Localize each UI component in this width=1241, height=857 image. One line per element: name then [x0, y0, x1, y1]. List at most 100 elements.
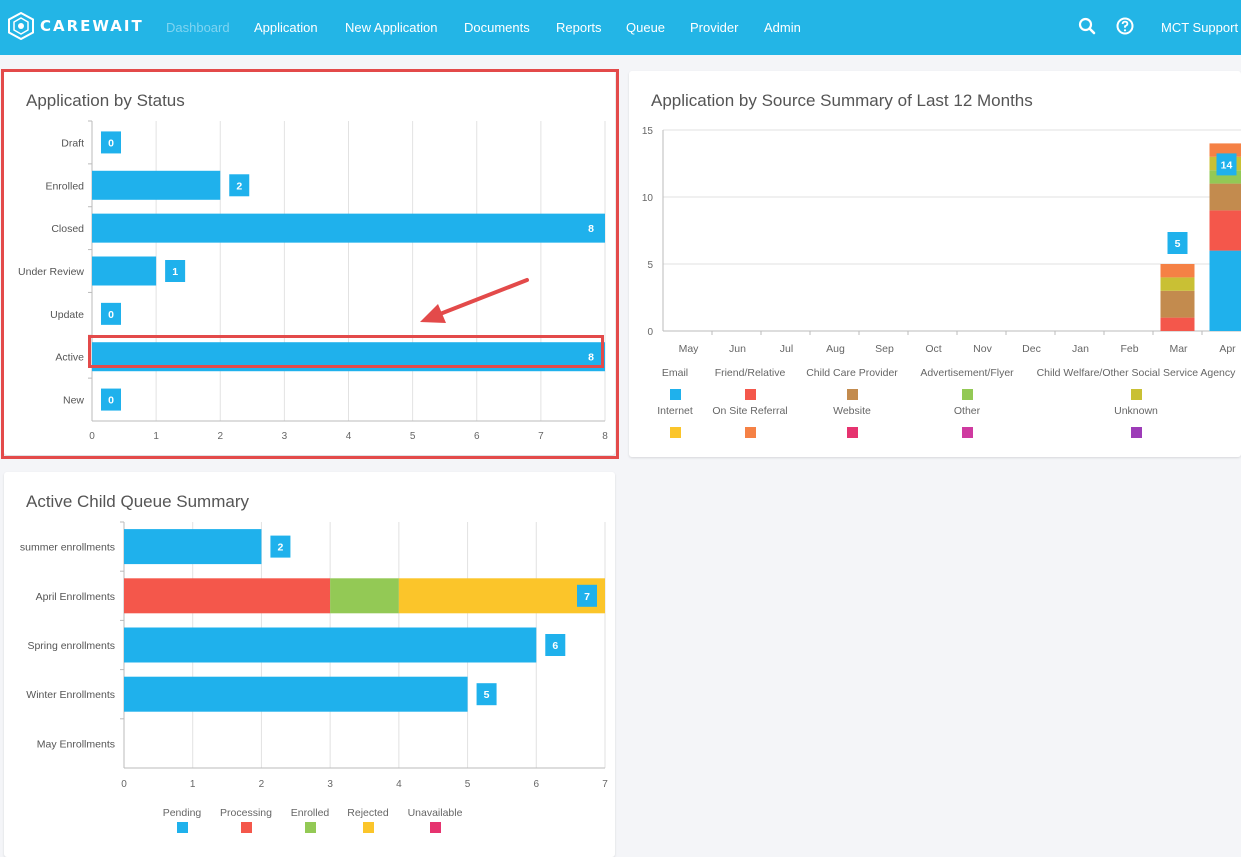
queue-x-tick-label: 6: [534, 779, 540, 790]
source-x-tick-label-jul: Jul: [780, 343, 793, 355]
nav-new-application[interactable]: New Application: [345, 20, 438, 35]
source-legend-label-email: Email: [662, 367, 688, 379]
queue-total-badge: [270, 535, 291, 558]
queue-x-tick-label: 0: [121, 779, 127, 790]
queue-x-tick-label: 4: [396, 779, 402, 790]
source-bar-mar-on-site-referral: [1160, 264, 1195, 278]
queue-category-label-may-enrollments: May Enrollments: [37, 738, 115, 750]
status-x-tick-label: 1: [153, 431, 159, 442]
nav-application[interactable]: Application: [254, 20, 318, 35]
status-value-badge: [581, 217, 601, 240]
source-x-tick-label-jun: Jun: [729, 343, 746, 355]
status-category-label-under-review: Under Review: [18, 266, 84, 278]
status-x-tick-label: 5: [410, 431, 416, 442]
status-value-badge: [101, 388, 121, 411]
nav-reports[interactable]: Reports: [556, 20, 602, 35]
source-total-label: 14: [1221, 159, 1233, 171]
queue-category-label-april-enrollments: April Enrollments: [36, 591, 115, 603]
status-x-tick-label: 2: [217, 431, 223, 442]
nav-admin[interactable]: Admin: [764, 20, 801, 35]
help-icon[interactable]: [1116, 17, 1134, 35]
carewait-logo[interactable]: CAREWAIT: [8, 12, 144, 40]
queue-x-tick-label: 7: [602, 779, 608, 790]
source-legend-swatch-website: [847, 427, 858, 438]
source-legend-label-other: Other: [954, 405, 981, 417]
application-by-source-panel: Application by Source Summary of Last 12…: [629, 71, 1241, 457]
status-value-label: 0: [108, 395, 114, 407]
status-category-label-closed: Closed: [51, 223, 84, 235]
application-by-status-panel: Application by Status 0 1 2 3 4 5 6 7 8 Draft 0 Enr…: [4, 71, 615, 455]
nav-provider[interactable]: Provider: [690, 20, 739, 35]
search-icon[interactable]: [1078, 17, 1096, 35]
source-legend-label-friend-relative: Friend/Relative: [715, 367, 786, 379]
queue-legend-swatch-pending: [177, 822, 188, 833]
queue-legend-swatch-rejected: [363, 822, 374, 833]
queue-legend-swatch-unavailable: [430, 822, 441, 833]
source-bar-mar-child-welfare-other-social-service-agency: [1160, 277, 1195, 291]
queue-bar-april-enrollments-enrolled: [330, 578, 399, 614]
panel-title-queue: Active Child Queue Summary: [26, 492, 249, 511]
source-legend-label-on-site-referral: On Site Referral: [712, 405, 787, 417]
nav-dashboard[interactable]: Dashboard: [166, 20, 230, 35]
source-y-tick-label: 15: [642, 126, 654, 137]
status-value-badge: [165, 260, 186, 282]
source-bar-apr-child-care-provider: [1209, 183, 1241, 211]
status-category-label-new: New: [63, 395, 84, 407]
source-bar-mar-friend-relative: [1160, 317, 1195, 331]
status-value-label: 8: [588, 352, 594, 364]
status-category-label-draft: Draft: [61, 137, 84, 149]
queue-total-label: 2: [278, 542, 284, 554]
nav-documents[interactable]: Documents: [464, 20, 530, 35]
status-category-label-update: Update: [50, 309, 84, 321]
status-value-label: 0: [108, 137, 114, 149]
active-child-queue-chart: 0 1 2 3 4 5 6 7 summer enrollments 2 April Enrollm…: [20, 521, 608, 833]
source-legend-swatch-advertisement-flyer: [962, 389, 973, 400]
source-x-tick-label-may: May: [679, 343, 700, 355]
queue-category-label-winter-enrollments: Winter Enrollments: [26, 689, 115, 701]
application-by-source-chart: 0 5 10 15 May Jun Jul Aug Sep Oct Nov Dec Jan Feb Mar 5…: [642, 126, 1241, 438]
source-x-tick-label-sep: Sep: [875, 343, 894, 355]
panel-title-status: Application by Status: [26, 91, 185, 110]
source-legend-swatch-child-care-provider: [847, 389, 858, 400]
source-legend-swatch-email: [670, 389, 681, 400]
queue-legend-label-processing: Processing: [220, 807, 272, 819]
source-legend-label-advertisement-flyer: Advertisement/Flyer: [920, 367, 1014, 379]
active-child-queue-panel: Active Child Queue Summary 0 1 2 3 4 5 6 7 summe…: [4, 472, 615, 857]
status-x-tick-label: 3: [282, 431, 288, 442]
source-x-tick-label-mar: Mar: [1169, 343, 1188, 355]
status-x-tick-label: 7: [538, 431, 544, 442]
source-x-tick-label-dec: Dec: [1022, 343, 1041, 355]
queue-total-label: 5: [484, 689, 490, 701]
application-by-status-chart: 0 1 2 3 4 5 6 7 8 Draft 0 Enrolled 2 Closed 8 Under Rev…: [18, 120, 608, 442]
queue-bar-summer-enrollments-pending: [124, 529, 262, 565]
status-x-tick-label: 8: [602, 431, 608, 442]
status-bar-active: [92, 342, 605, 372]
source-y-tick-label: 5: [647, 260, 653, 271]
source-x-tick-label-jan: Jan: [1072, 343, 1089, 355]
panel-title-source: Application by Source Summary of Last 12…: [651, 91, 1033, 110]
status-category-label-enrolled: Enrolled: [45, 180, 84, 192]
top-navbar: CAREWAIT Dashboard Application New Appli…: [0, 0, 1241, 55]
source-legend-label-internet: Internet: [657, 405, 693, 417]
queue-legend-label-unavailable: Unavailable: [408, 807, 463, 819]
source-legend-swatch-on-site-referral: [745, 427, 756, 438]
queue-total-label: 6: [552, 640, 558, 652]
source-legend-label-website: Website: [833, 405, 871, 417]
source-x-tick-label-oct: Oct: [925, 343, 941, 355]
source-total-label: 5: [1175, 238, 1181, 250]
source-legend-swatch-unknown: [1131, 427, 1142, 438]
user-menu[interactable]: MCT Support ▾: [1161, 20, 1241, 35]
logo-icon: [8, 12, 34, 40]
source-x-tick-label-apr: Apr: [1219, 343, 1236, 355]
queue-legend-label-enrolled: Enrolled: [291, 807, 330, 819]
status-bar-enrolled: [92, 170, 221, 200]
status-category-label-active: Active: [55, 352, 84, 364]
nav-queue[interactable]: Queue: [626, 20, 666, 35]
queue-bar-winter-enrollments-pending: [124, 676, 468, 712]
queue-category-label-summer-enrollments: summer enrollments: [20, 542, 115, 554]
status-bar-closed: [92, 213, 605, 243]
source-x-tick-label-aug: Aug: [826, 343, 845, 355]
queue-total-badge: [577, 584, 597, 607]
queue-total-badge: [476, 683, 497, 706]
queue-x-tick-label: 1: [190, 779, 196, 790]
